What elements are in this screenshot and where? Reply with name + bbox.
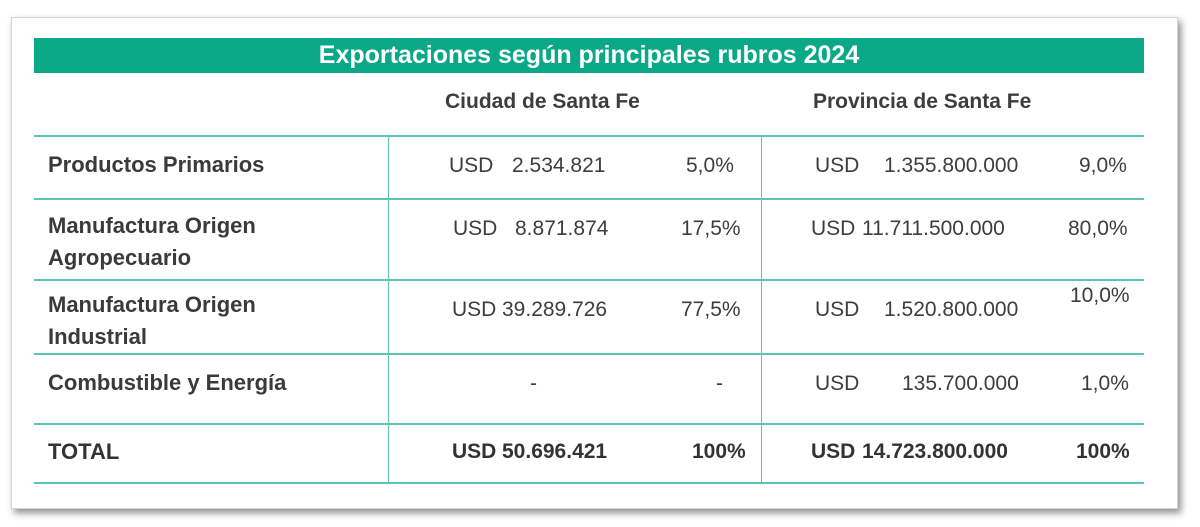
row-label: Manufactura Origen Agropecuario bbox=[48, 213, 256, 270]
ciudad-percent: 77,5% bbox=[681, 298, 741, 321]
provincia-usd: USD bbox=[815, 154, 860, 177]
ciudad-percent: - bbox=[716, 372, 723, 395]
ciudad-total-value: 50.696.421 bbox=[502, 440, 608, 463]
row-label: Manufactura Origen Industrial bbox=[48, 292, 256, 349]
ciudad-percent: 5,0% bbox=[686, 154, 734, 177]
ciudad-usd: USD bbox=[452, 440, 497, 463]
provincia-value: 1.355.800.000 bbox=[884, 154, 1019, 177]
provincia-usd: USD bbox=[815, 298, 860, 321]
provincia-value: 1.520.800.000 bbox=[884, 298, 1019, 321]
provincia-percent: 10,0% bbox=[1070, 284, 1130, 307]
row-divider bbox=[34, 135, 1144, 137]
provincia-value: 11.711.500.000 bbox=[862, 217, 1005, 240]
ciudad-total-percent: 100% bbox=[692, 440, 746, 463]
ciudad-dash: - bbox=[530, 372, 537, 395]
row-divider bbox=[34, 423, 1144, 425]
ciudad-value: 8.871.874 bbox=[515, 217, 609, 240]
row-divider bbox=[34, 353, 1144, 355]
ciudad-usd: USD bbox=[453, 217, 498, 240]
table-frame bbox=[11, 17, 1178, 509]
row-divider bbox=[34, 279, 1144, 281]
ciudad-value: 39.289.726 bbox=[502, 298, 608, 321]
column-header-ciudad: Ciudad de Santa Fe bbox=[445, 90, 640, 113]
ciudad-usd: USD bbox=[449, 154, 494, 177]
provincia-usd: USD bbox=[811, 440, 856, 463]
ciudad-value: 2.534.821 bbox=[512, 154, 606, 177]
row-label: Combustible y Energía bbox=[48, 370, 287, 395]
row-divider bbox=[34, 198, 1144, 200]
provincia-total-value: 14.723.800.000 bbox=[862, 440, 1008, 463]
ciudad-percent: 17,5% bbox=[681, 217, 741, 240]
row-label: Productos Primarios bbox=[48, 152, 265, 177]
column-header-provincia: Provincia de Santa Fe bbox=[813, 90, 1032, 113]
provincia-total-percent: 100% bbox=[1076, 440, 1130, 463]
provincia-percent: 9,0% bbox=[1079, 154, 1127, 177]
provincia-usd: USD bbox=[811, 217, 856, 240]
provincia-value: 135.700.000 bbox=[902, 372, 1019, 395]
row-divider bbox=[34, 482, 1144, 484]
provincia-usd: USD bbox=[815, 372, 860, 395]
table-title: Exportaciones según principales rubros 2… bbox=[34, 38, 1144, 73]
provincia-percent: 1,0% bbox=[1081, 372, 1129, 395]
row-label-total: TOTAL bbox=[48, 439, 120, 464]
column-divider bbox=[388, 137, 389, 483]
provincia-percent: 80,0% bbox=[1068, 217, 1128, 240]
column-divider bbox=[761, 137, 762, 483]
ciudad-usd: USD bbox=[452, 298, 497, 321]
